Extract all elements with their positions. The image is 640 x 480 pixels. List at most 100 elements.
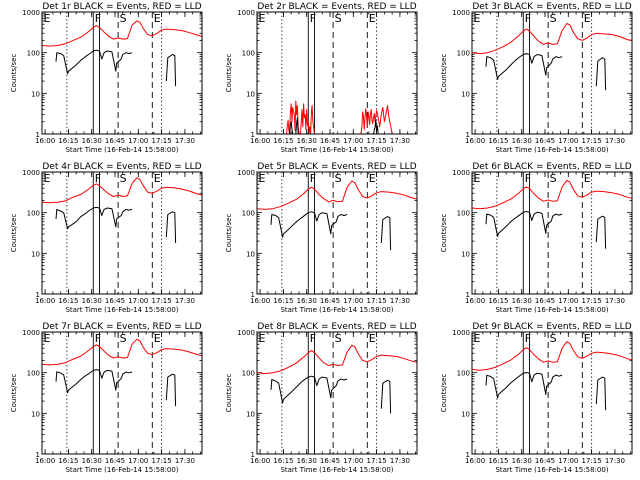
marker-label: E	[584, 172, 591, 185]
x-tick-label: 16:15	[273, 297, 293, 305]
x-tick-label: 17:30	[175, 457, 195, 465]
events-series-line	[165, 54, 177, 87]
x-tick-label: 16:00	[250, 297, 270, 305]
x-tick-label: 17:30	[175, 137, 195, 145]
panel-det-1r: Det 1r BLACK = Events, RED = LLD Counts/s…	[10, 2, 203, 154]
y-tick-label: 100	[27, 210, 40, 218]
plot-frame	[471, 171, 633, 295]
panel-title: Det 5r BLACK = Events, RED = LLD	[257, 162, 416, 172]
x-tick-label: 17:30	[175, 297, 195, 305]
panel-det-9r: Det 9r BLACK = Events, RED = LLD Counts/s…	[440, 322, 633, 474]
marker-label: E	[259, 172, 266, 185]
y-tick-label: 10	[461, 90, 470, 98]
marker-label: F	[95, 12, 101, 25]
marker-label: F	[310, 332, 316, 345]
x-axis-label: Start Time (16-Feb-14 15:58:00)	[280, 146, 393, 154]
marker-label: E	[44, 332, 51, 345]
x-tick-label: 16:30	[512, 137, 532, 145]
marker-label: E	[259, 12, 266, 25]
y-tick-label: 1000	[237, 9, 255, 17]
lld-series-line	[471, 23, 633, 55]
plot-frame	[41, 171, 203, 295]
events-series-line	[55, 206, 133, 230]
x-tick-label: 16:15	[273, 457, 293, 465]
x-tick-label: 17:30	[605, 297, 625, 305]
events-series-line	[289, 121, 294, 135]
marker-label: E	[259, 332, 266, 345]
y-axis-label: Counts/sec	[225, 54, 233, 93]
marker-label: E	[154, 172, 161, 185]
events-series-line	[55, 49, 133, 75]
x-tick-label: 17:30	[605, 137, 625, 145]
y-tick-label: 10	[246, 410, 255, 418]
x-tick-label: 16:45	[105, 297, 125, 305]
lld-series-line	[471, 341, 633, 371]
marker-label: F	[95, 332, 101, 345]
y-axis-label: Counts/sec	[10, 214, 18, 253]
lld-series-line	[41, 20, 203, 47]
y-tick-label: 100	[27, 370, 40, 378]
y-axis-label: Counts/sec	[225, 374, 233, 413]
y-axis-label: Counts/sec	[440, 54, 448, 93]
x-axis-label: Start Time (16-Feb-14 15:58:00)	[65, 306, 178, 314]
marker-label: S	[335, 332, 342, 345]
y-tick-label: 1	[36, 291, 40, 299]
lld-series-line	[41, 338, 203, 366]
marker-label: F	[95, 172, 101, 185]
y-axis-label: Counts/sec	[225, 214, 233, 253]
x-axis-label: Start Time (16-Feb-14 15:58:00)	[65, 466, 178, 474]
x-tick-label: 17:15	[152, 457, 172, 465]
x-tick-label: 16:00	[35, 457, 55, 465]
marker-label: E	[474, 332, 481, 345]
events-series-line	[595, 376, 607, 411]
marker-label: F	[310, 172, 316, 185]
y-axis-label: Counts/sec	[440, 374, 448, 413]
x-tick-label: 16:00	[465, 297, 485, 305]
x-tick-label: 16:15	[58, 297, 78, 305]
marker-label: E	[474, 12, 481, 25]
x-tick-label: 16:45	[535, 297, 555, 305]
x-tick-label: 16:45	[320, 457, 340, 465]
marker-label: S	[335, 172, 342, 185]
plot-frame	[41, 331, 203, 455]
events-series-line	[270, 211, 348, 238]
x-tick-label: 16:30	[512, 457, 532, 465]
y-tick-label: 1	[466, 451, 470, 459]
y-axis-label: Counts/sec	[440, 214, 448, 253]
y-tick-label: 10	[461, 410, 470, 418]
y-tick-label: 10	[31, 90, 40, 98]
x-tick-label: 17:30	[390, 457, 410, 465]
y-tick-label: 1	[251, 451, 255, 459]
lld-series-line	[471, 179, 633, 210]
lld-series-line	[286, 100, 300, 135]
panel-title: Det 1r BLACK = Events, RED = LLD	[42, 2, 201, 12]
marker-label: E	[474, 172, 481, 185]
y-tick-label: 100	[242, 370, 255, 378]
marker-label: E	[44, 172, 51, 185]
y-tick-label: 1000	[237, 329, 255, 337]
panel-title: Det 6r BLACK = Events, RED = LLD	[472, 162, 631, 172]
y-tick-label: 100	[27, 50, 40, 58]
lld-series-line	[256, 344, 418, 375]
x-tick-label: 17:30	[390, 297, 410, 305]
x-tick-label: 16:45	[320, 137, 340, 145]
x-tick-label: 17:00	[128, 297, 148, 305]
marker-label: S	[550, 12, 557, 25]
y-tick-label: 100	[242, 210, 255, 218]
x-tick-label: 17:00	[558, 297, 578, 305]
events-series-line	[295, 117, 299, 135]
y-tick-label: 100	[457, 370, 470, 378]
x-tick-label: 17:00	[128, 457, 148, 465]
events-series-line	[485, 211, 563, 237]
y-tick-label: 1	[36, 131, 40, 139]
x-tick-label: 16:45	[535, 137, 555, 145]
x-tick-label: 16:15	[488, 297, 508, 305]
events-series-line	[380, 379, 392, 414]
marker-label: S	[550, 332, 557, 345]
x-tick-label: 17:15	[367, 297, 387, 305]
x-tick-label: 16:30	[82, 457, 102, 465]
marker-label: F	[525, 12, 531, 25]
y-tick-label: 10	[461, 250, 470, 258]
y-tick-label: 10	[31, 410, 40, 418]
